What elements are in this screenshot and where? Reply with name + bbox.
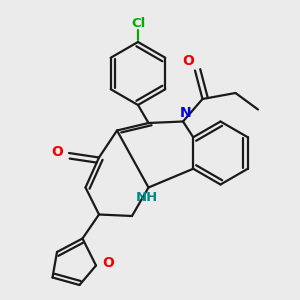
Text: Cl: Cl: [131, 17, 145, 30]
Text: NH: NH: [136, 190, 158, 204]
Text: O: O: [182, 54, 194, 68]
Text: N: N: [180, 106, 191, 120]
Text: O: O: [52, 145, 64, 158]
Text: O: O: [103, 256, 115, 270]
